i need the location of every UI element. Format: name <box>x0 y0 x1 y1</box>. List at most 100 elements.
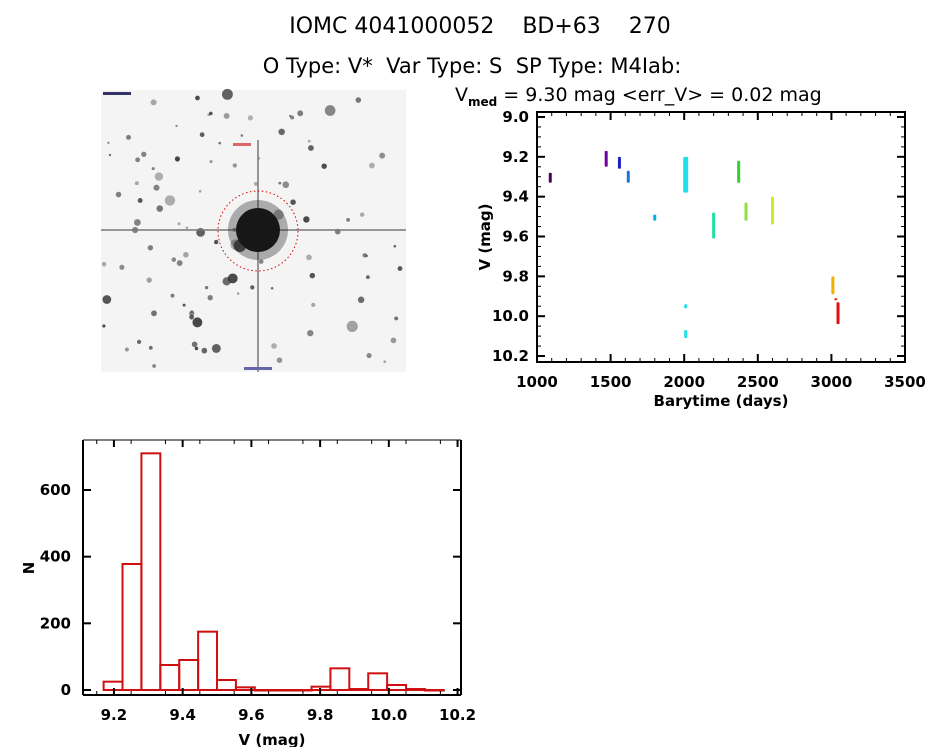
histogram-bar <box>291 689 313 692</box>
star <box>151 310 157 317</box>
y-axis-label: V (mag) <box>476 203 494 270</box>
star <box>101 262 107 267</box>
star <box>146 277 152 283</box>
histogram-bar <box>423 689 445 692</box>
y-tick-label: 9.0 <box>502 108 529 126</box>
histogram-bar <box>197 630 219 692</box>
star <box>297 110 304 117</box>
histogram-bar <box>348 688 370 691</box>
x-tick-label: 1500 <box>590 373 632 391</box>
star <box>346 218 350 222</box>
star <box>253 181 259 186</box>
data-point-group <box>683 156 689 193</box>
y-tick-label: 9.4 <box>502 188 529 206</box>
x-tick-label: 9.6 <box>238 706 265 724</box>
y-tick-label: 600 <box>40 481 71 499</box>
star <box>153 184 160 191</box>
star <box>303 216 310 223</box>
data-point-group <box>744 202 748 221</box>
star <box>221 88 233 100</box>
star <box>232 163 237 168</box>
aperture-circle <box>217 190 299 272</box>
star <box>154 172 164 181</box>
star <box>175 124 178 128</box>
star <box>397 266 403 271</box>
histogram-bar <box>234 686 256 691</box>
star <box>177 222 181 226</box>
y-tick-label: 0 <box>61 681 71 699</box>
star <box>258 259 264 264</box>
star <box>191 341 198 348</box>
data-point-group <box>617 156 621 169</box>
title-sub: med <box>468 94 498 109</box>
star <box>282 181 290 189</box>
star <box>230 239 242 251</box>
star <box>126 134 131 140</box>
star <box>278 128 285 136</box>
star <box>192 317 203 328</box>
y-tick-label: 10.0 <box>492 307 529 325</box>
chart-subtitle: O Type: V* Var Type: S SP Type: M4Iab: <box>262 54 682 78</box>
histogram-bar <box>272 689 294 692</box>
star <box>108 153 112 157</box>
x-axis-label: Barytime (days) <box>654 392 789 410</box>
star <box>357 296 365 304</box>
star <box>137 198 143 203</box>
data-point-group <box>771 196 775 225</box>
star <box>107 141 110 145</box>
star <box>195 95 200 101</box>
x-tick-label: 10.0 <box>370 706 407 724</box>
star <box>236 292 240 295</box>
x-tick-label: 3500 <box>884 373 926 391</box>
star <box>250 285 255 290</box>
star <box>183 251 189 258</box>
star <box>171 257 177 262</box>
y-tick-label: 9.2 <box>502 148 529 166</box>
star <box>124 347 129 352</box>
star <box>134 181 139 186</box>
star <box>290 115 295 120</box>
star <box>135 157 141 163</box>
title-v: V <box>455 84 468 106</box>
image-label-mark <box>103 92 131 95</box>
star <box>194 346 199 351</box>
star <box>213 239 219 245</box>
star <box>393 244 397 248</box>
star <box>176 260 183 266</box>
star <box>346 320 358 333</box>
data-point-group <box>737 160 741 183</box>
star <box>321 163 327 169</box>
target-halo <box>228 200 288 260</box>
star <box>102 295 112 304</box>
star <box>164 195 176 206</box>
star <box>148 345 153 350</box>
star <box>102 324 106 328</box>
image-label-mark <box>244 367 272 370</box>
histogram-bar <box>140 452 162 692</box>
histogram-plot: 9.2 9.4 9.6 9.8 10.0 10.2 0 200 400 600 V (mag) N <box>20 439 476 747</box>
star <box>311 302 316 308</box>
histogram-bar <box>178 659 200 691</box>
star <box>141 151 147 157</box>
star <box>209 111 213 116</box>
data-point-group <box>548 172 552 183</box>
star <box>198 190 202 193</box>
star <box>307 329 314 337</box>
star <box>174 156 180 162</box>
data-point-group <box>653 214 657 221</box>
histogram-bar <box>367 672 389 691</box>
star <box>170 293 175 298</box>
histogram-bar <box>405 688 426 691</box>
histogram-bar <box>329 667 351 691</box>
x-tick-label: 2000 <box>663 373 705 391</box>
x-tick-label: 9.4 <box>169 706 196 724</box>
data-point-group <box>831 276 835 295</box>
star <box>394 316 399 321</box>
star <box>359 212 365 217</box>
star <box>223 112 230 119</box>
star <box>307 145 314 151</box>
title-rest: = 9.30 mag <err_V> = 0.02 mag <box>497 84 822 106</box>
data-point-group <box>604 150 608 167</box>
histogram-bar <box>216 679 237 691</box>
